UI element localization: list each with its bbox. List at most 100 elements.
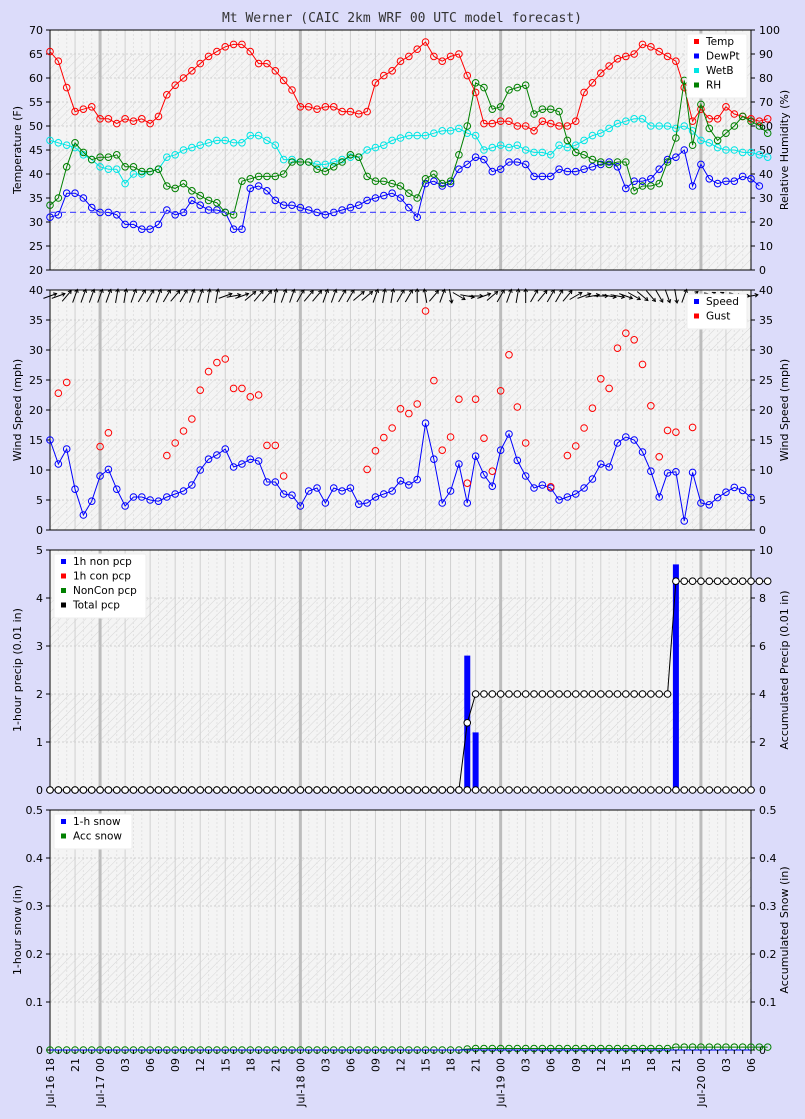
data-point [655, 690, 664, 698]
data-point [446, 127, 455, 135]
data-point [204, 139, 213, 147]
data-point [129, 493, 138, 501]
data-point [688, 141, 697, 149]
data-point [455, 50, 463, 58]
y2-tick-label: 80 [759, 72, 773, 85]
y2-tick-label: 0.5 [759, 804, 777, 817]
data-point [112, 786, 121, 794]
y-tick-label: 25 [29, 374, 43, 387]
data-point [288, 786, 296, 794]
y2-tick-label: 10 [759, 544, 773, 557]
wind-direction-arrow [289, 289, 295, 303]
data-point [755, 577, 764, 586]
wind-arrow-head [461, 296, 466, 301]
data-point [672, 786, 680, 794]
data-point [121, 163, 129, 171]
data-point [96, 786, 104, 794]
wind-direction-arrow [404, 289, 413, 303]
data-point [722, 577, 730, 586]
data-point [663, 469, 672, 477]
data-point [229, 40, 238, 49]
data-point [596, 158, 605, 166]
wind-direction-arrow [162, 289, 171, 303]
wind-arrow-head [132, 288, 138, 293]
data-point [722, 146, 730, 154]
data-point [513, 786, 522, 794]
legend: Speed Gust [686, 293, 748, 330]
data-point [463, 786, 472, 794]
data-point [129, 170, 138, 178]
data-point [62, 189, 71, 197]
x-hour-label: 18 [445, 1058, 458, 1072]
data-point [163, 493, 171, 501]
wind-arrow-head [543, 289, 548, 295]
y-tick-label: 15 [29, 434, 43, 447]
legend-box [53, 553, 147, 619]
data-point [396, 194, 405, 202]
wind-direction-arrow [80, 289, 87, 303]
y-tick-label: 4 [36, 592, 43, 605]
data-point [438, 127, 447, 135]
data-point [363, 172, 371, 181]
data-point [396, 405, 405, 413]
data-point [438, 499, 447, 507]
data-point [647, 43, 655, 51]
data-point [380, 71, 388, 80]
data-point [304, 103, 313, 111]
data-point [688, 182, 697, 190]
data-point [204, 52, 213, 61]
data-point [605, 160, 613, 169]
wind-direction-arrow [218, 293, 232, 299]
series-temp [46, 38, 772, 135]
data-point [54, 194, 63, 202]
wind-arrow-head [150, 289, 155, 294]
data-point [613, 119, 622, 128]
data-point [647, 786, 655, 794]
data-point [163, 153, 171, 161]
data-point [62, 378, 71, 387]
data-point [229, 211, 238, 219]
wind-direction-arrow [253, 290, 264, 302]
y-tick-label: 40 [29, 284, 43, 297]
data-point [496, 690, 505, 698]
data-point [455, 460, 463, 468]
data-point [46, 786, 54, 794]
series-direction [43, 288, 759, 304]
data-point [571, 167, 580, 176]
data-point [238, 225, 246, 233]
wind-arrow-head [282, 288, 288, 293]
data-point [121, 786, 129, 794]
y2-tick-label: 35 [759, 314, 773, 327]
legend-entry: Acc snow [73, 831, 122, 843]
data-point [480, 146, 488, 154]
data-point [505, 143, 513, 152]
data-point [655, 179, 664, 188]
wind-arrow-head [644, 297, 649, 302]
wind-arrow-head [674, 299, 679, 304]
data-point [263, 59, 271, 68]
data-point [705, 501, 714, 509]
data-point [254, 59, 263, 68]
data-point [705, 577, 714, 586]
wind-arrow-head [141, 289, 146, 294]
data-point [104, 165, 113, 173]
data-point [104, 115, 113, 123]
data-point [405, 409, 413, 418]
data-point [213, 199, 221, 207]
legend-swatch [694, 299, 699, 304]
wind-direction-arrow [477, 293, 491, 299]
data-point [154, 786, 163, 794]
y-tick-label: 50 [29, 120, 43, 133]
x-hour-label: 12 [194, 1058, 207, 1072]
y2-tick-label: 30 [759, 344, 773, 357]
data-point [371, 194, 380, 202]
data-point [279, 786, 288, 794]
data-point [496, 103, 505, 111]
data-point [279, 201, 288, 209]
data-point [513, 141, 522, 149]
data-point [279, 472, 288, 480]
data-point [129, 117, 138, 125]
wind-arrow-head [67, 289, 72, 295]
data-point [188, 415, 196, 423]
legend-entry: Total pcp [72, 600, 120, 612]
